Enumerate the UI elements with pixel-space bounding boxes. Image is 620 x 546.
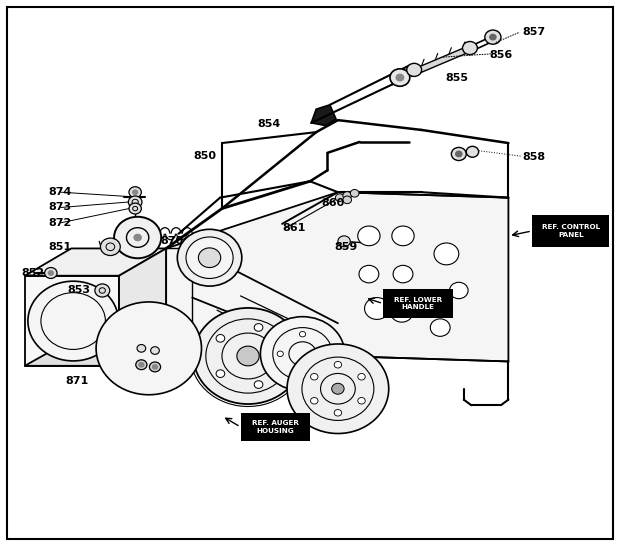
Polygon shape xyxy=(25,248,166,276)
Text: 855: 855 xyxy=(445,73,468,82)
Circle shape xyxy=(95,284,110,297)
Circle shape xyxy=(396,74,404,81)
Circle shape xyxy=(335,194,344,201)
Circle shape xyxy=(365,298,389,319)
Circle shape xyxy=(299,371,306,376)
Circle shape xyxy=(322,351,328,357)
Circle shape xyxy=(311,397,318,404)
Text: eReplacementParts.com: eReplacementParts.com xyxy=(234,266,386,280)
Polygon shape xyxy=(166,192,508,361)
Circle shape xyxy=(434,243,459,265)
FancyBboxPatch shape xyxy=(383,289,453,318)
Circle shape xyxy=(338,236,350,247)
Circle shape xyxy=(358,397,365,404)
Circle shape xyxy=(287,344,389,434)
Circle shape xyxy=(358,373,365,380)
Circle shape xyxy=(343,192,352,199)
Text: 856: 856 xyxy=(490,50,513,60)
Text: REF. LOWER
HANDLE: REF. LOWER HANDLE xyxy=(394,297,442,310)
Circle shape xyxy=(430,319,450,336)
Circle shape xyxy=(392,226,414,246)
Text: 859: 859 xyxy=(335,242,358,252)
Text: 872: 872 xyxy=(48,218,72,228)
Circle shape xyxy=(299,331,306,337)
Polygon shape xyxy=(311,105,336,126)
Polygon shape xyxy=(409,45,474,76)
Circle shape xyxy=(278,352,286,360)
Text: 850: 850 xyxy=(193,151,216,161)
Text: 873: 873 xyxy=(48,203,71,212)
Circle shape xyxy=(134,234,141,241)
Circle shape xyxy=(359,265,379,283)
Polygon shape xyxy=(25,276,119,366)
Circle shape xyxy=(129,203,141,214)
Circle shape xyxy=(186,237,233,278)
Circle shape xyxy=(198,248,221,268)
Circle shape xyxy=(100,238,120,256)
Text: REF. CONTROL
PANEL: REF. CONTROL PANEL xyxy=(542,224,600,238)
Circle shape xyxy=(139,363,144,367)
Circle shape xyxy=(45,268,57,278)
FancyBboxPatch shape xyxy=(532,215,609,247)
Text: 874: 874 xyxy=(48,187,72,197)
Circle shape xyxy=(334,410,342,416)
Circle shape xyxy=(237,346,259,366)
Circle shape xyxy=(490,34,496,40)
Circle shape xyxy=(128,196,142,208)
Circle shape xyxy=(28,281,118,361)
Circle shape xyxy=(216,335,225,342)
Circle shape xyxy=(456,151,462,157)
Circle shape xyxy=(177,229,242,286)
Text: 861: 861 xyxy=(282,223,306,233)
Text: 852: 852 xyxy=(22,268,45,278)
Circle shape xyxy=(358,226,380,246)
Circle shape xyxy=(48,271,53,275)
Circle shape xyxy=(254,381,263,388)
Circle shape xyxy=(390,69,410,86)
Circle shape xyxy=(133,190,138,194)
Circle shape xyxy=(393,265,413,283)
Circle shape xyxy=(485,30,501,44)
Circle shape xyxy=(311,373,318,380)
Circle shape xyxy=(254,324,263,331)
Circle shape xyxy=(350,189,359,197)
Text: 857: 857 xyxy=(522,27,545,37)
Polygon shape xyxy=(119,248,166,366)
Circle shape xyxy=(153,365,157,369)
Circle shape xyxy=(451,147,466,161)
Circle shape xyxy=(260,317,345,391)
Circle shape xyxy=(137,345,146,352)
FancyBboxPatch shape xyxy=(241,413,310,441)
Circle shape xyxy=(193,308,303,404)
Text: 858: 858 xyxy=(522,152,545,162)
Circle shape xyxy=(129,187,141,198)
Circle shape xyxy=(463,41,477,55)
Circle shape xyxy=(136,360,147,370)
Text: 860: 860 xyxy=(321,198,345,208)
Polygon shape xyxy=(25,340,166,366)
Circle shape xyxy=(277,351,283,357)
Text: 851: 851 xyxy=(48,242,71,252)
Circle shape xyxy=(114,217,161,258)
Text: 854: 854 xyxy=(257,120,280,129)
Circle shape xyxy=(334,361,342,368)
Text: 853: 853 xyxy=(67,286,90,295)
Circle shape xyxy=(343,196,352,204)
Circle shape xyxy=(450,282,468,299)
Circle shape xyxy=(96,302,202,395)
Text: REF. AUGER
HOUSING: REF. AUGER HOUSING xyxy=(252,420,299,434)
Text: 871: 871 xyxy=(65,376,88,386)
Circle shape xyxy=(149,362,161,372)
Circle shape xyxy=(332,383,344,394)
Circle shape xyxy=(407,63,422,76)
Circle shape xyxy=(151,347,159,354)
Circle shape xyxy=(216,370,225,377)
Circle shape xyxy=(391,302,413,322)
Circle shape xyxy=(466,146,479,157)
Text: 870: 870 xyxy=(160,236,183,246)
